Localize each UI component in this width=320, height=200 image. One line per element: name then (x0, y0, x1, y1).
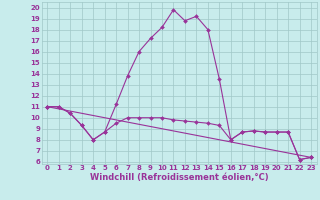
X-axis label: Windchill (Refroidissement éolien,°C): Windchill (Refroidissement éolien,°C) (90, 173, 268, 182)
